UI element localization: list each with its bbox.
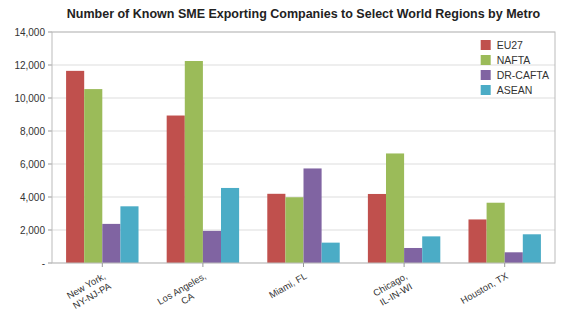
x-tick-label: New York,NY-NJ-PA	[65, 270, 114, 311]
bars	[66, 61, 541, 263]
x-tick	[102, 263, 103, 267]
y-tick	[48, 263, 52, 264]
x-tick	[303, 263, 304, 267]
bar	[386, 153, 404, 263]
bar	[66, 71, 84, 263]
y-tick	[48, 197, 52, 198]
bar	[523, 234, 541, 263]
bar	[185, 61, 203, 263]
x-tick	[504, 263, 505, 267]
legend-swatch	[481, 85, 491, 95]
y-tick	[48, 230, 52, 231]
bar	[487, 203, 505, 263]
y-tick	[48, 65, 52, 66]
y-tick	[48, 164, 52, 165]
bar	[267, 194, 285, 263]
x-tick-label: Miami, FL	[267, 270, 309, 300]
x-tick-label: Chicago,IL-IN-WI	[371, 270, 415, 308]
bar	[285, 197, 303, 263]
legend: EU27 NAFTA DR-CAFTA ASEAN	[481, 39, 549, 96]
y-tick-label: 6,000	[20, 159, 45, 170]
y-tick-label: 10,000	[14, 93, 45, 104]
bar	[84, 89, 102, 263]
bar	[203, 231, 221, 263]
y-tick	[48, 131, 52, 132]
bar	[102, 224, 120, 263]
bar	[422, 236, 440, 263]
y-tick	[48, 98, 52, 99]
x-tick-label: Houston, TX	[459, 270, 511, 306]
y-tick-label: 14,000	[14, 27, 45, 38]
grid-line	[52, 98, 555, 99]
bar	[404, 248, 422, 263]
grid-line	[52, 65, 555, 66]
bar	[221, 188, 239, 263]
legend-swatch	[481, 70, 491, 80]
bar	[368, 194, 386, 263]
bar	[167, 116, 185, 263]
legend-label: NAFTA	[497, 54, 531, 66]
bar	[468, 219, 486, 263]
y-tick-label: -	[42, 258, 45, 269]
y-tick	[48, 32, 52, 33]
grid-line	[52, 131, 555, 132]
chart-container: Number of Known SME Exporting Companies …	[0, 0, 567, 331]
y-tick-label: 2,000	[20, 225, 45, 236]
bar	[322, 243, 340, 263]
bar	[304, 168, 322, 263]
x-tick	[404, 263, 405, 267]
chart-title: Number of Known SME Exporting Companies …	[67, 7, 541, 21]
y-tick-label: 8,000	[20, 126, 45, 137]
grid	[52, 32, 555, 263]
grid-line	[52, 164, 555, 165]
legend-swatch	[481, 55, 491, 65]
plot-frame	[52, 32, 555, 263]
bar	[505, 252, 523, 263]
bar	[120, 206, 138, 263]
y-tick-label: 4,000	[20, 192, 45, 203]
x-tick	[202, 263, 203, 267]
x-tick-label: Los Angeles,CA	[155, 270, 213, 317]
legend-swatch	[481, 40, 491, 50]
y-tick-label: 12,000	[14, 60, 45, 71]
legend-label: DR-CAFTA	[497, 69, 549, 81]
legend-label: ASEAN	[497, 84, 533, 96]
chart-svg: Number of Known SME Exporting Companies …	[0, 0, 567, 331]
legend-label: EU27	[497, 39, 523, 51]
